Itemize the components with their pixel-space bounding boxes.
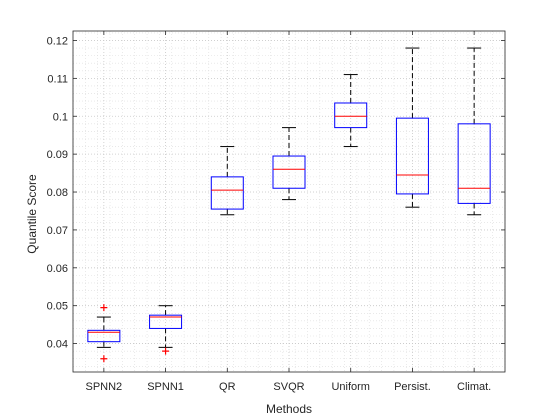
box-climat — [457, 47, 491, 216]
x-tick-label: Climat. — [457, 381, 491, 393]
y-tick-label: 0.09 — [47, 149, 68, 161]
iqr-box — [272, 155, 306, 189]
y-tick-label: 0.08 — [47, 187, 68, 199]
x-tick-label: SPNN2 — [86, 381, 123, 393]
iqr-box — [457, 123, 491, 204]
y-tick-label: 0.06 — [47, 263, 68, 275]
y-tick-label: 0.1 — [53, 111, 68, 123]
y-tick-label: 0.04 — [47, 339, 68, 351]
y-tick-label: 0.12 — [47, 35, 68, 47]
y-tick-label: 0.05 — [47, 301, 68, 313]
plot-background — [73, 31, 505, 372]
box-svqr — [272, 127, 306, 201]
x-tick-label: Uniform — [331, 381, 370, 393]
grid-layer — [72, 31, 506, 372]
y-axis-title: Quantile Score — [25, 174, 39, 254]
y-tick-label: 0.11 — [47, 73, 68, 85]
x-tick-label: QR — [219, 381, 236, 393]
outlier-marker — [162, 347, 170, 355]
x-tick-label: Persist. — [394, 381, 431, 393]
box-layer — [87, 47, 491, 363]
iqr-box — [395, 117, 429, 195]
axis-layer: 0.04 0.05 0.06 0.07 0.08 0.09 0.1 0.11 0.12 SPNN2… — [47, 30, 506, 393]
x-axis-title: Methods — [266, 402, 312, 416]
iqr-box — [334, 102, 368, 129]
box-persist — [395, 47, 429, 208]
outlier-marker — [100, 355, 108, 363]
y-tick-label: 0.07 — [47, 225, 68, 237]
box-uniform — [334, 74, 368, 148]
box-qr — [210, 146, 244, 216]
iqr-box — [87, 329, 121, 343]
x-tick-label: SPNN1 — [147, 381, 184, 393]
box-spnn1 — [149, 305, 183, 355]
iqr-box — [149, 314, 183, 329]
x-tick-label: SVQR — [273, 381, 304, 393]
iqr-box — [210, 176, 244, 210]
outlier-marker — [100, 304, 108, 312]
box-spnn2 — [87, 304, 121, 363]
